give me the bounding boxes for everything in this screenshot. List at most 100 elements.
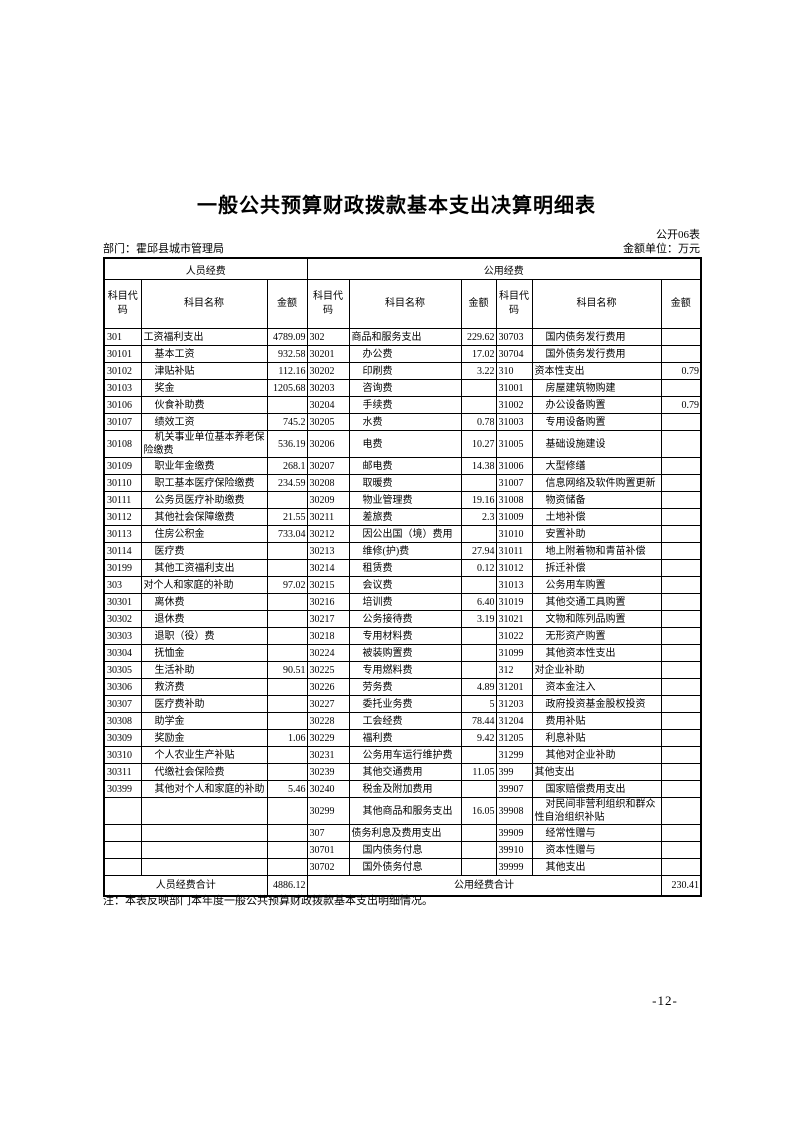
name-cell: 救济费 [140,678,268,696]
amount-cell [266,644,308,662]
table-row: 301 工资福利支出 4789.09 302 商品和服务支出 229.62 30703 国内债… [103,328,702,346]
code-cell: 30225 [306,661,350,679]
code-cell: 30212 [306,525,350,543]
code-cell: 30308 [103,712,142,730]
name-cell: 其他交通费用 [348,763,462,781]
amount-cell [660,729,702,747]
code-cell: 30107 [103,413,142,431]
amount-cell [266,610,308,628]
code-cell: 31011 [495,542,533,560]
amount-cell [660,695,702,713]
name-cell: 资本性支出 [531,362,662,380]
name-cell: 其他对企业补助 [531,746,662,764]
amount-cell [660,576,702,594]
table-row: 30299 其他商品和服务支出 16.05 39908 对民间非营利组织和群众性自治组织… [103,797,702,825]
code-cell: 302 [306,328,350,346]
name-cell: 差旅费 [348,508,462,526]
name-cell: 咨询费 [348,379,462,397]
table-row: 303 对个人和家庭的补助 97.02 30215 会议费 31013 公务用车购置 [103,576,702,594]
amount-cell [460,379,497,397]
amount-cell: 536.19 [266,430,308,458]
amount-cell: 745.2 [266,413,308,431]
group-header-personnel: 人员经费 [103,257,308,280]
amount-cell [660,627,702,645]
code-cell: 310 [495,362,533,380]
unit-label: 金额单位：万元 [623,243,700,255]
table-row: 30308 助学金 30228 工会经费 78.44 31204 费用补贴 [103,712,702,730]
amount-cell [660,328,702,346]
name-cell: 专用燃料费 [348,661,462,679]
name-cell: 国内债务付息 [348,841,462,859]
amount-cell [266,763,308,781]
name-cell: 其他对个人和家庭的补助 [140,780,268,798]
code-cell: 30108 [103,430,142,458]
code-cell: 31006 [495,457,533,475]
code-cell [103,841,142,859]
col-header-amount: 金额 [266,279,308,329]
code-cell: 30309 [103,729,142,747]
code-cell: 30703 [495,328,533,346]
name-cell: 劳务费 [348,678,462,696]
name-cell: 物资储备 [531,491,662,509]
name-cell [140,797,268,825]
code-cell: 30112 [103,508,142,526]
code-cell: 30207 [306,457,350,475]
amount-cell [660,644,702,662]
personnel-total-label: 人员经费合计 [103,875,268,897]
code-cell: 30302 [103,610,142,628]
amount-cell: 2.3 [460,508,497,526]
amount-cell: 0.12 [460,559,497,577]
page-title: 一般公共预算财政拨款基本支出决算明细表 [197,195,596,217]
name-cell: 离休费 [140,593,268,611]
name-cell: 因公出国（境）费用 [348,525,462,543]
code-cell: 30227 [306,695,350,713]
amount-cell [266,678,308,696]
amount-cell: 229.62 [460,328,497,346]
code-cell: 31203 [495,695,533,713]
amount-cell [460,824,497,842]
name-cell: 职工基本医疗保险缴费 [140,474,268,492]
name-cell: 印刷费 [348,362,462,380]
amount-cell [660,525,702,543]
name-cell: 费用补贴 [531,712,662,730]
code-cell [103,858,142,876]
name-cell: 文物和陈列品购置 [531,610,662,628]
amount-cell [660,858,702,876]
code-cell: 39907 [495,780,533,798]
amount-cell [660,797,702,825]
code-cell: 31012 [495,559,533,577]
name-cell: 地上附着物和青苗补偿 [531,542,662,560]
amount-cell [660,678,702,696]
code-cell: 30102 [103,362,142,380]
code-cell: 31001 [495,379,533,397]
name-cell: 公务用车购置 [531,576,662,594]
code-cell: 30304 [103,644,142,662]
name-cell: 其他交通工具购置 [531,593,662,611]
code-cell: 30199 [103,559,142,577]
code-cell: 30216 [306,593,350,611]
amount-cell [266,559,308,577]
code-cell: 30224 [306,644,350,662]
amount-cell: 4789.09 [266,328,308,346]
amount-cell: 733.04 [266,525,308,543]
code-cell: 31021 [495,610,533,628]
amount-cell: 268.1 [266,457,308,475]
amount-cell [660,379,702,397]
table-row: 30114 医疗费 30213 维修(护)费 27.94 31011 地上附着物和青苗补偿 [103,542,702,560]
code-cell: 30208 [306,474,350,492]
name-cell: 税金及附加费用 [348,780,462,798]
amount-cell [660,457,702,475]
table-row: 30305 生活补助 90.51 30225 专用燃料费 312 对企业补助 [103,661,702,679]
code-cell: 30209 [306,491,350,509]
code-cell: 307 [306,824,350,842]
code-cell: 30229 [306,729,350,747]
name-cell: 手续费 [348,396,462,414]
code-cell: 30240 [306,780,350,798]
name-cell: 维修(护)费 [348,542,462,560]
name-cell: 邮电费 [348,457,462,475]
group-header-row: 人员经费 公用经费 [103,257,702,280]
amount-cell: 0.78 [460,413,497,431]
table-row: 30701 国内债务付息 39910 资本性赠与 [103,841,702,859]
amount-cell: 21.55 [266,508,308,526]
table-row: 30113 住房公积金 733.04 30212 因公出国（境）费用 31010 安置补助 [103,525,702,543]
